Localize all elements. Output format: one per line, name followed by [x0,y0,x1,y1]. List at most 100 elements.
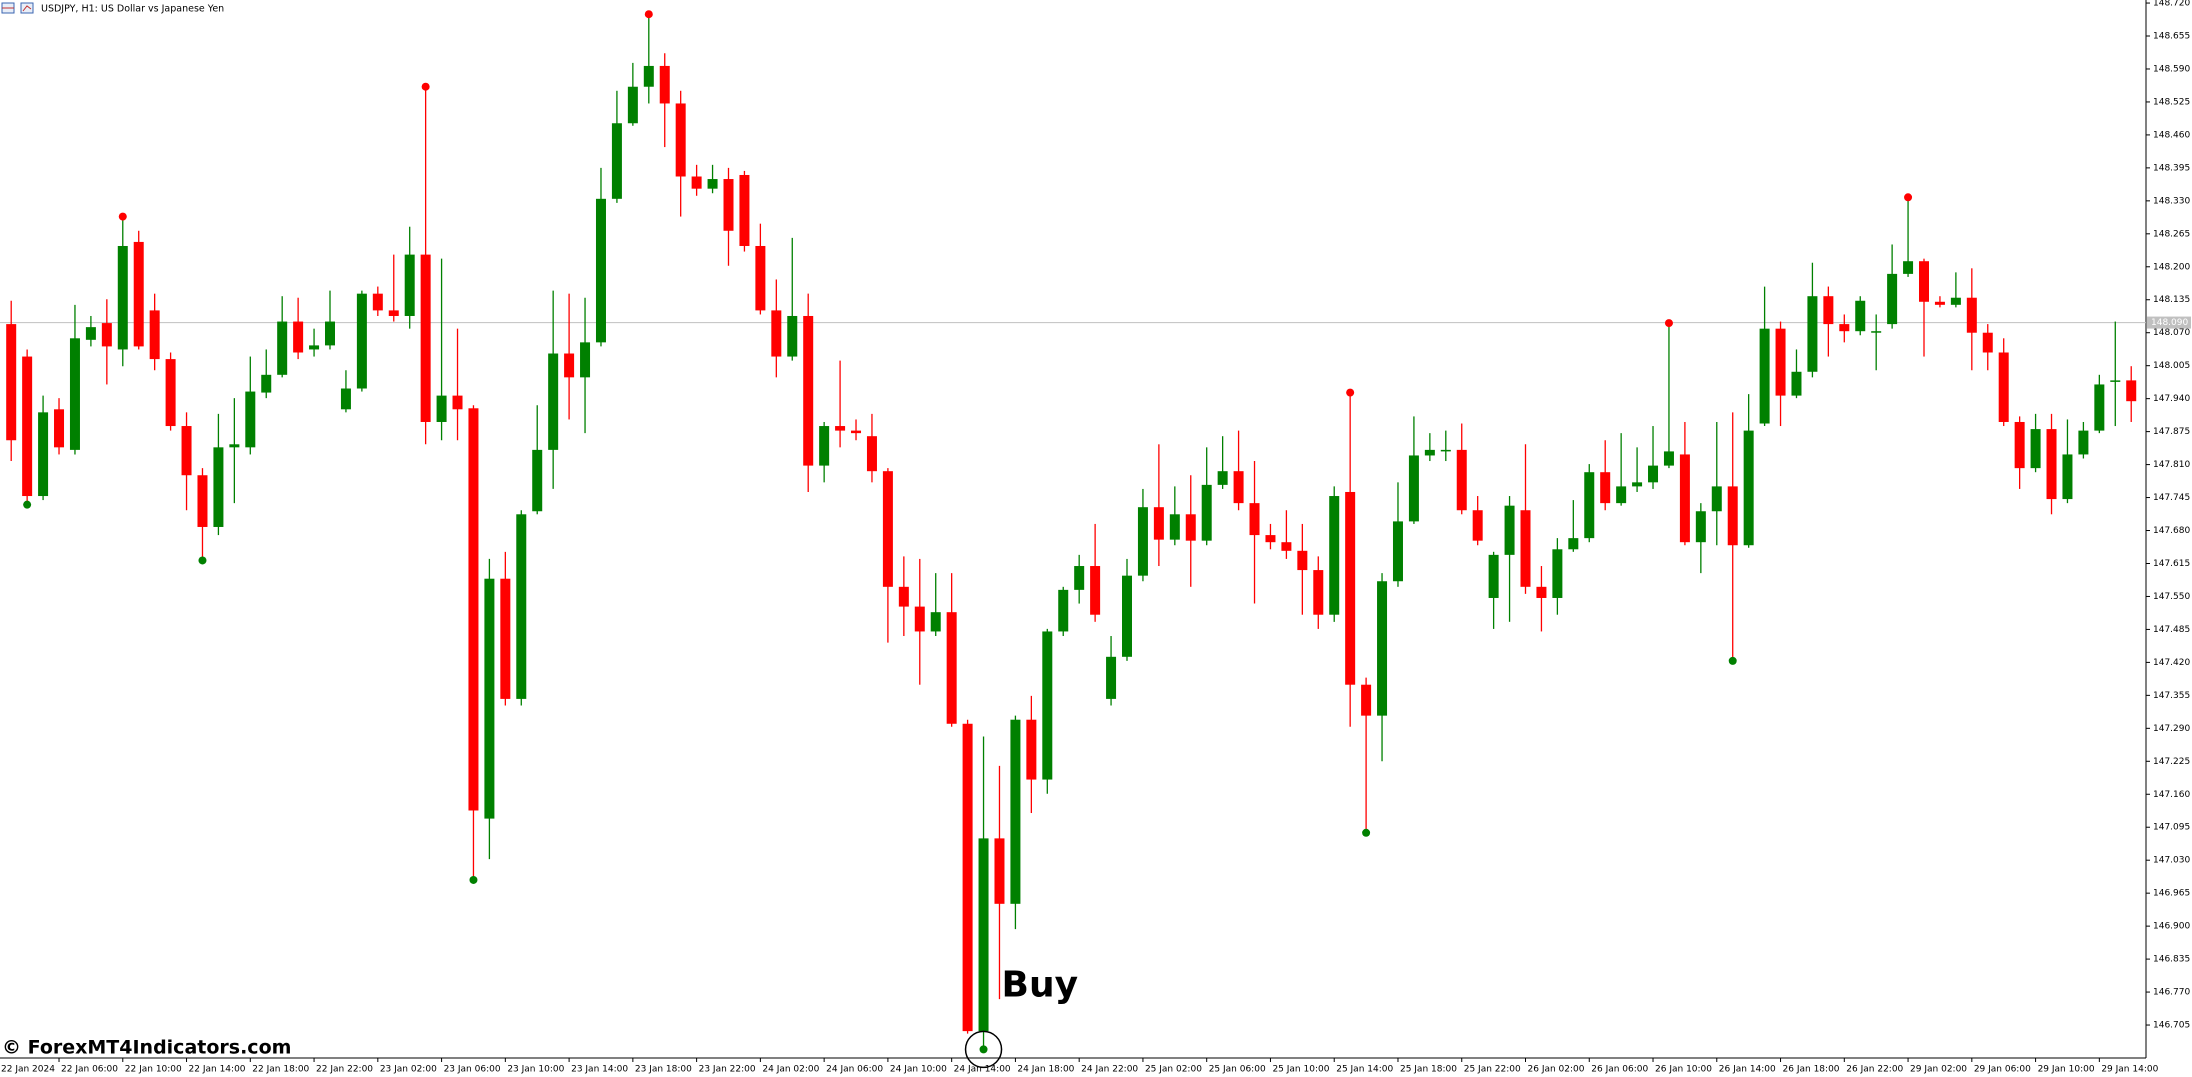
candle-body [580,342,591,378]
candle-body [452,395,463,410]
header-icons [1,2,34,14]
candle-body [468,408,479,811]
x-tick-label: 26 Jan 06:00 [1591,1065,1648,1075]
candle-body [1823,296,1834,325]
candle-body [1695,511,1706,543]
candle-body [994,838,1005,904]
x-tick-label: 25 Jan 06:00 [1209,1065,1266,1075]
x-tick-label: 23 Jan 14:00 [571,1065,628,1075]
x-tick-label: 25 Jan 02:00 [1145,1065,1202,1075]
candle-body [1520,510,1531,587]
candle-body [1504,505,1515,555]
x-tick-label: 26 Jan 14:00 [1719,1065,1776,1075]
candle-body [1408,455,1419,522]
y-tick-label: 146.835 [2153,955,2190,965]
sell-signal-dot [118,212,127,221]
candle-body [1536,586,1547,598]
candle-body [1297,550,1308,571]
y-tick-label: 147.160 [2153,790,2190,800]
price-label-box [2147,316,2191,329]
x-tick-label: 23 Jan 22:00 [699,1065,756,1075]
x-tick-label: 22 Jan 10:00 [125,1065,182,1075]
x-tick-label: 23 Jan 18:00 [635,1065,692,1075]
candle-body [1074,566,1085,590]
x-tick-label: 26 Jan 02:00 [1528,1065,1585,1075]
chart-title: USDJPY, H1: US Dollar vs Japanese Yen [41,4,224,15]
candle-body [149,310,160,360]
sell-signal-dot [1664,319,1673,328]
x-tick-label: 24 Jan 18:00 [1017,1065,1074,1075]
candle-body [611,123,622,199]
candle-body [978,838,989,1032]
candle-body [2078,430,2089,455]
buy-signal-dot [469,875,478,884]
y-tick-label: 146.770 [2153,988,2190,998]
candle-body [1711,486,1722,512]
candle-body [1679,454,1690,543]
candle-body [1201,484,1212,541]
sell-signal-dot [421,82,430,91]
candle-body [627,86,638,124]
y-tick-label: 147.225 [2153,757,2190,767]
candle-body [1998,352,2009,422]
candle-body [1042,631,1053,780]
candle-body [1329,496,1340,615]
candle-body [1903,261,1914,274]
candle-body [404,254,415,316]
candle-body [293,321,304,353]
y-tick-label: 148.395 [2153,163,2190,173]
x-tick-label: 29 Jan 10:00 [2038,1065,2095,1075]
candle-body [1058,589,1069,632]
candle-body [962,723,973,1032]
candle-body [739,174,750,246]
candle-body [1584,472,1595,539]
y-tick-label: 148.200 [2153,262,2190,272]
candle-body [1169,514,1180,540]
candle-body [1249,503,1260,536]
x-tick-label: 29 Jan 14:00 [2101,1065,2158,1075]
candle-body [866,436,877,472]
candle-body [1807,296,1818,372]
y-tick-label: 147.355 [2153,691,2190,701]
candle-body [1648,465,1659,483]
y-tick-label: 147.420 [2153,658,2190,668]
candle-body [1552,549,1563,598]
candle-body [1775,328,1786,396]
candle-body [181,426,192,476]
x-tick-label: 24 Jan 06:00 [826,1065,883,1075]
x-tick-label: 22 Jan 18:00 [252,1065,309,1075]
candle-body [245,391,256,448]
candle-body [882,471,893,587]
candle-body [484,578,495,819]
candle-body [2014,421,2025,469]
candle-body [1600,472,1611,504]
candle-body [1137,507,1148,576]
y-tick-label: 147.290 [2153,724,2190,734]
candle-body [133,241,144,347]
candle-body [436,395,447,422]
candle-body [165,359,176,427]
x-tick-label: 25 Jan 22:00 [1464,1065,1521,1075]
candle-body [1122,575,1132,657]
candle-body [1377,581,1388,716]
x-tick-label: 22 Jan 06:00 [61,1065,118,1075]
annotation-circle [964,1030,1003,1069]
candle-body [500,578,511,699]
icon-chart [20,2,34,14]
x-tick-label: 24 Jan 10:00 [890,1065,947,1075]
candle-body [564,353,575,378]
candle-body [707,179,718,189]
candle-body [675,103,686,177]
y-tick-label: 147.745 [2153,493,2190,503]
x-tick-label: 23 Jan 10:00 [507,1065,564,1075]
y-tick-label: 148.460 [2153,130,2190,140]
x-tick-label: 26 Jan 22:00 [1846,1065,1903,1075]
candle-body [595,198,606,343]
y-tick-label: 147.680 [2153,526,2190,536]
candle-body [213,447,224,527]
candle-body [755,245,766,311]
annotation-text: Buy [1002,964,1079,1005]
candle-body [1026,719,1037,780]
y-tick-label: 147.615 [2153,559,2190,569]
candle-body [643,65,654,87]
